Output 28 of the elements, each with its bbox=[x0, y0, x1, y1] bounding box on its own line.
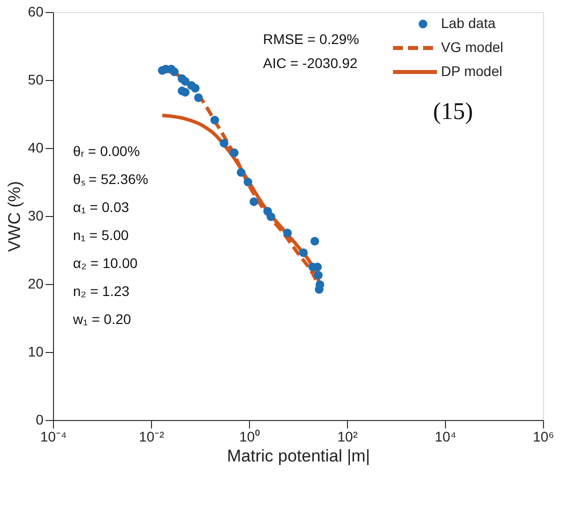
x-tick-label: 10² bbox=[337, 428, 358, 444]
x-tick-label: 10⁰ bbox=[239, 428, 260, 444]
legend-label: Lab data bbox=[441, 15, 496, 31]
annotation: (15) bbox=[433, 99, 473, 125]
x-tick-label: 10⁻⁴ bbox=[40, 428, 67, 444]
y-tick-label: 50 bbox=[28, 72, 44, 88]
legend-label: VG model bbox=[441, 39, 504, 55]
legend-label: DP model bbox=[441, 63, 502, 79]
annotation: θᵣ = 0.00% bbox=[73, 143, 140, 159]
y-axis-title: VWC (%) bbox=[4, 181, 24, 252]
annotation: α₁ = 0.03 bbox=[73, 199, 130, 215]
y-tick-label: 20 bbox=[28, 276, 44, 292]
x-tick-label: 10⁴ bbox=[434, 428, 456, 444]
annotation: n₂ = 1.23 bbox=[73, 283, 130, 299]
annotation: AIC = -2030.92 bbox=[263, 55, 358, 71]
annotation: RMSE = 0.29% bbox=[263, 31, 360, 47]
annotation: θₛ = 52.36% bbox=[73, 171, 148, 187]
x-tick-label: 10⁶ bbox=[532, 428, 554, 444]
y-tick-label: 60 bbox=[28, 4, 44, 20]
x-axis-title: Matric potential |m| bbox=[227, 446, 370, 466]
y-tick-label: 30 bbox=[28, 208, 44, 224]
annotation: α₂ = 10.00 bbox=[73, 255, 138, 271]
x-tick-label: 10⁻² bbox=[138, 428, 164, 444]
y-tick-label: 10 bbox=[28, 344, 44, 360]
annotation: n₁ = 5.00 bbox=[73, 227, 129, 243]
y-tick-label: 0 bbox=[36, 412, 44, 428]
annotation: w₁ = 0.20 bbox=[72, 311, 132, 327]
y-tick-label: 40 bbox=[28, 140, 44, 156]
